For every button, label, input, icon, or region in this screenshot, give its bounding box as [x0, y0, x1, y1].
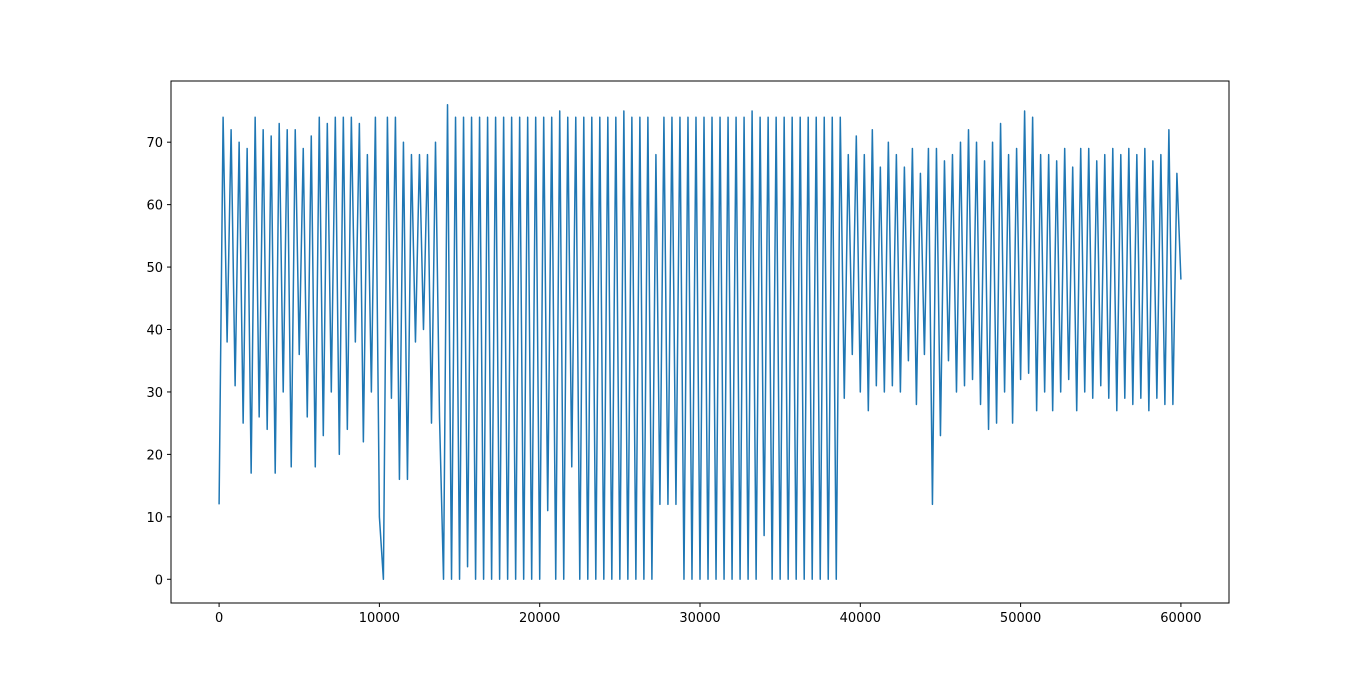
- y-tick-label: 30: [146, 386, 163, 401]
- y-tick-label: 20: [146, 448, 163, 463]
- plot-area: [218, 103, 1182, 581]
- x-tick-label: 10000: [359, 611, 400, 626]
- x-tick-label: 0: [215, 611, 223, 626]
- y-tick-label: 60: [146, 199, 163, 214]
- y-tick-label: 0: [155, 573, 163, 588]
- x-tick-label: 50000: [1000, 611, 1041, 626]
- x-tick-label: 30000: [679, 611, 720, 626]
- x-tick-label: 40000: [840, 611, 881, 626]
- x-tick-label: 20000: [519, 611, 560, 626]
- y-tick-label: 70: [146, 136, 163, 151]
- y-tick-label: 40: [146, 324, 163, 339]
- y-tick-label: 50: [146, 261, 163, 276]
- data-line: [218, 103, 1182, 581]
- x-tick-label: 60000: [1160, 611, 1201, 626]
- y-tick-label: 10: [146, 511, 163, 526]
